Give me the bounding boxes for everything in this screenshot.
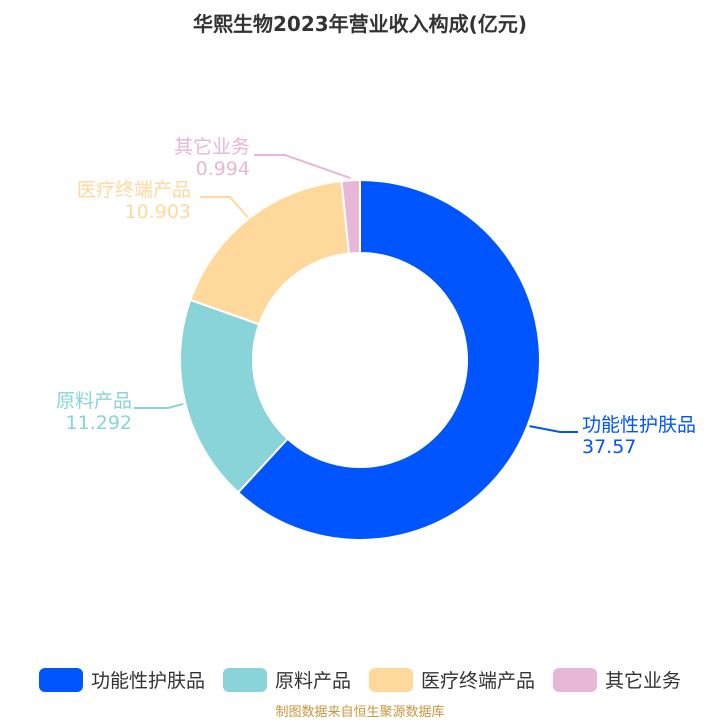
legend-label-3: 其它业务 (605, 670, 682, 692)
slice-value-2: 10.903 (125, 201, 191, 223)
slice-label-0: 功能性护肤品 (582, 414, 696, 436)
slice-3[interactable] (340, 178, 361, 255)
leader-line-2 (200, 196, 249, 218)
legend-label-0: 功能性护肤品 (90, 670, 205, 692)
slice-value-3: 0.994 (196, 158, 250, 180)
legend-label-2: 医疗终端产品 (421, 670, 536, 692)
slice-value-0: 37.57 (582, 436, 636, 458)
leader-line-0 (529, 425, 578, 433)
slice-label-3: 其它业务 (174, 136, 250, 158)
chart-title: 华熙生物2023年营业收入构成(亿元) (193, 12, 527, 36)
legend-swatch-0 (38, 667, 83, 692)
legend-item-0[interactable]: 功能性护肤品 (38, 666, 205, 693)
legend-swatch-3 (553, 667, 598, 692)
legend: 功能性护肤品 原料产品 医疗终端产品 其它业务 (0, 666, 720, 693)
slice-label-2: 医疗终端产品 (77, 179, 191, 201)
leader-line-1 (134, 402, 184, 409)
legend-swatch-1 (222, 667, 267, 692)
leader-line-3 (254, 154, 351, 180)
source-note: 制图数据来自恒生聚源数据库 (275, 705, 445, 720)
slice-value-1: 11.292 (66, 412, 132, 434)
legend-item-2[interactable]: 医疗终端产品 (369, 666, 535, 693)
slice-0[interactable] (236, 178, 541, 541)
slice-2[interactable] (189, 179, 351, 326)
legend-swatch-2 (369, 667, 413, 692)
slice-label-1: 原料产品 (56, 390, 132, 412)
legend-item-3[interactable]: 其它业务 (553, 666, 681, 693)
legend-item-1[interactable]: 原料产品 (222, 666, 351, 693)
legend-label-1: 原料产品 (274, 670, 351, 692)
